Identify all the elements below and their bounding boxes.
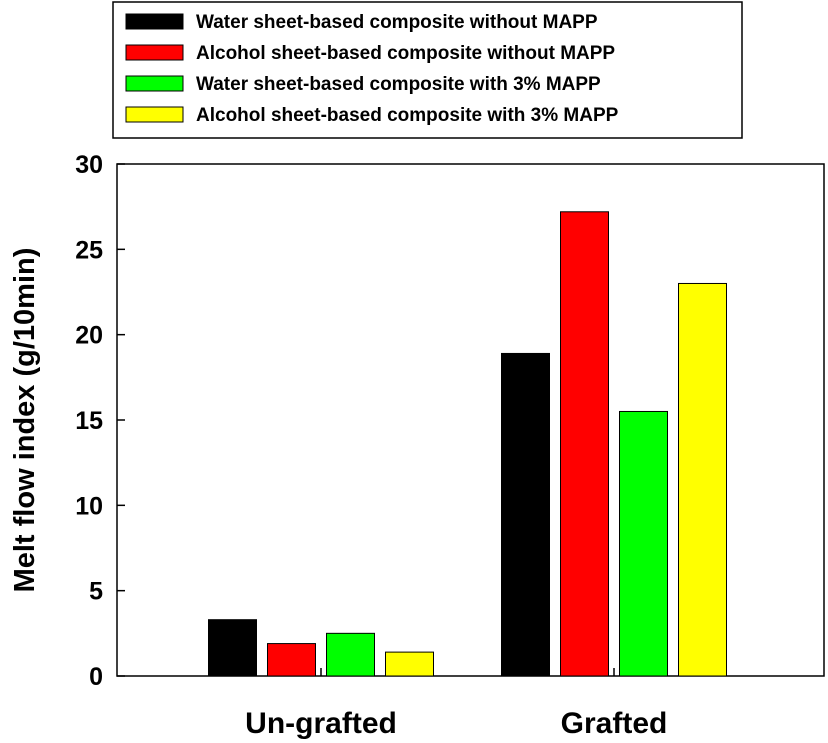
bar (678, 282, 727, 677)
y-tick-label: 10 (75, 492, 103, 520)
y-tick-label: 0 (89, 663, 103, 691)
x-tick-label: Un-grafted (245, 707, 397, 740)
legend: Water sheet-based composite without MAPP… (112, 1, 743, 139)
y-tick-label: 5 (89, 578, 103, 606)
legend-swatch (125, 106, 184, 123)
y-axis: 0 5 10 15 20 25 30 (75, 151, 125, 691)
bars-group (208, 211, 727, 677)
bar (560, 211, 609, 677)
legend-label: Alcohol sheet-based composite without MA… (196, 43, 615, 64)
y-tick-label: 15 (75, 407, 103, 435)
legend-box (112, 1, 743, 139)
y-tick-label: 25 (75, 236, 103, 264)
y-axis-label: Melt flow index (g/10min) (9, 248, 41, 593)
x-axis: Un-grafted Grafted (245, 668, 667, 740)
legend-swatch (125, 44, 184, 61)
legend-swatch (125, 75, 184, 92)
bar (326, 632, 375, 677)
y-tick-label: 30 (75, 151, 103, 179)
bar (208, 619, 257, 677)
legend-swatch (125, 13, 184, 30)
legend-label: Alcohol sheet-based composite with 3% MA… (196, 105, 619, 126)
bar (267, 643, 316, 677)
legend-label: Water sheet-based composite with 3% MAPP (196, 74, 601, 95)
bar (385, 651, 434, 677)
bar (501, 352, 550, 677)
y-tick-label: 20 (75, 322, 103, 350)
bar (619, 410, 668, 677)
legend-label: Water sheet-based composite without MAPP (196, 12, 598, 33)
x-tick-label: Grafted (561, 707, 668, 740)
